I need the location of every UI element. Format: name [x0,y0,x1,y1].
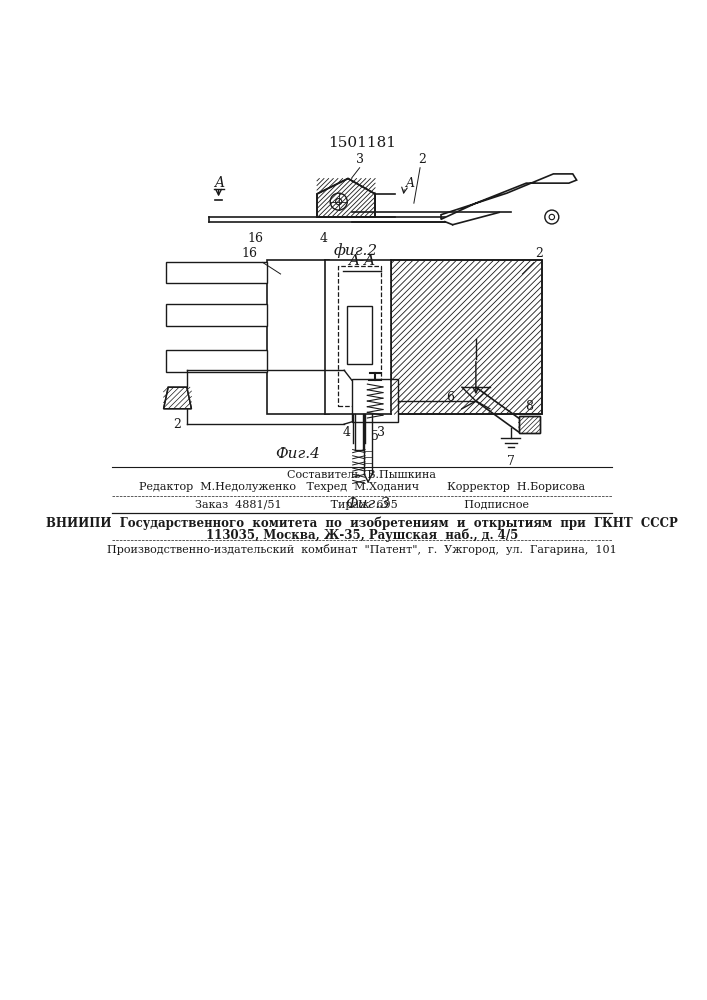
Bar [347,306,372,364]
Bar [325,260,391,414]
Text: 1501181: 1501181 [328,136,396,150]
Circle shape [330,193,347,210]
Text: 2: 2 [535,247,544,260]
Text: 8: 8 [525,400,533,413]
Text: 2: 2 [418,153,426,166]
Polygon shape [163,387,192,409]
Text: 3: 3 [377,426,385,439]
Text: 16: 16 [242,247,257,260]
Text: 113035, Москва, Ж-35, Раушская  наб., д. 4/5: 113035, Москва, Ж-35, Раушская наб., д. … [206,528,518,542]
Text: 16: 16 [247,232,263,245]
Circle shape [545,210,559,224]
Text: A-A: A-A [349,254,375,268]
Text: фиг.2: фиг.2 [334,243,378,258]
Bar [352,379,398,422]
Bar [166,304,267,326]
Text: 7: 7 [507,455,515,468]
Bar [518,416,540,433]
Bar [338,266,380,406]
Text: Редактор  М.Недолуженко   Техред  М.Ходанич        Корректор  Н.Борисова: Редактор М.Недолуженко Техред М.Ходанич … [139,482,585,492]
Bar [391,260,542,414]
Text: Производственно-издательский  комбинат  "Патент",  г.  Ужгород,  ул.  Гагарина, : Производственно-издательский комбинат "П… [107,544,617,555]
Text: A: A [406,177,415,190]
Text: 6: 6 [446,391,454,404]
Text: Фиг.3: Фиг.3 [345,497,390,511]
Bar [267,260,329,414]
Polygon shape [317,179,375,217]
Bar [166,262,267,283]
Text: A: A [214,176,223,190]
Text: 2: 2 [173,418,182,431]
Text: ВНИИПИ  Государственного  комитета  по  изобретениям  и  открытиям  при  ГКНТ  С: ВНИИПИ Государственного комитета по изоб… [46,517,678,530]
Text: Составитель  В.Пышкина: Составитель В.Пышкина [288,470,436,480]
Text: 4: 4 [342,426,351,439]
Text: Фиг.4: Фиг.4 [275,447,320,461]
Bar [166,350,267,372]
Bar [518,416,540,433]
Text: 5: 5 [371,430,379,443]
Polygon shape [441,174,577,219]
Text: Заказ  4881/51              Тираж  695                   Подписное: Заказ 4881/51 Тираж 695 Подписное [195,500,529,510]
Text: 4: 4 [320,232,328,245]
Text: 3: 3 [356,153,363,166]
Bar [391,260,542,414]
